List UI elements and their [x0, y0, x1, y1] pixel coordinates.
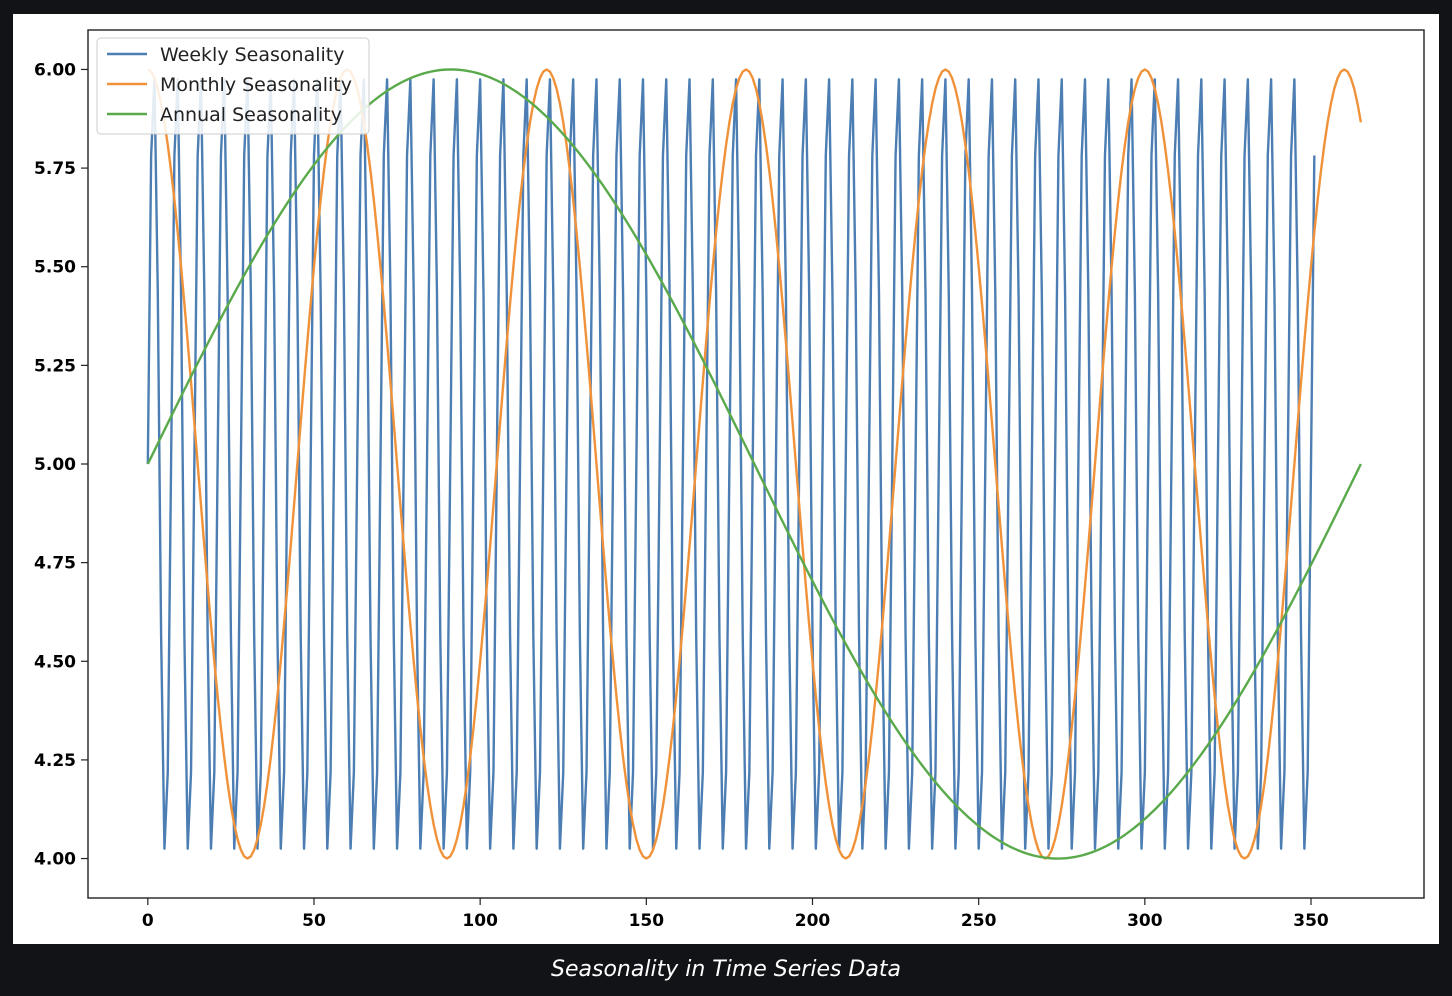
y-tick-label: 6.00 [34, 60, 76, 80]
y-tick-label: 5.25 [34, 356, 76, 376]
x-tick-label: 300 [1127, 911, 1163, 931]
tick-layer: 0 50 100 150 200 250 300 350 4.00 4.25 4.50 4.75 5.0… [34, 60, 1329, 931]
series-line-weekly-seasonality [146, 78, 1316, 850]
legend: Weekly Seasonality Monthly Seasonality Ann… [96, 37, 370, 135]
x-tick-label: 150 [629, 911, 665, 931]
x-tick-label: 200 [795, 911, 831, 931]
legend-label: Weekly Seasonality [160, 44, 344, 66]
legend-label: Monthly Seasonality [160, 74, 352, 96]
x-tick-label: 250 [961, 911, 997, 931]
y-tick-label: 4.00 [34, 850, 76, 870]
y-tick-label: 4.75 [34, 554, 76, 574]
x-tick-label: 0 [142, 911, 154, 931]
figure-caption: Seasonality in Time Series Data [551, 957, 901, 982]
y-tick-label: 4.25 [34, 751, 76, 771]
legend-box [96, 37, 370, 135]
seasonality-line-chart: 0 50 100 150 200 250 300 350 4.00 4.25 4.50 4.75 5.0… [34, 29, 1425, 931]
figure-panel: 0 50 100 150 200 250 300 350 4.00 4.25 4.50 4.75 5.0… [13, 14, 1439, 944]
x-tick-label: 100 [462, 911, 498, 931]
x-tick-label: 350 [1293, 911, 1329, 931]
y-tick-label: 5.00 [34, 455, 76, 475]
y-tick-label: 4.50 [34, 652, 76, 672]
x-tick-label: 50 [302, 911, 326, 931]
y-tick-label: 5.75 [34, 159, 76, 179]
legend-label: Annual Seasonality [160, 104, 342, 126]
y-tick-label: 5.50 [34, 258, 76, 278]
